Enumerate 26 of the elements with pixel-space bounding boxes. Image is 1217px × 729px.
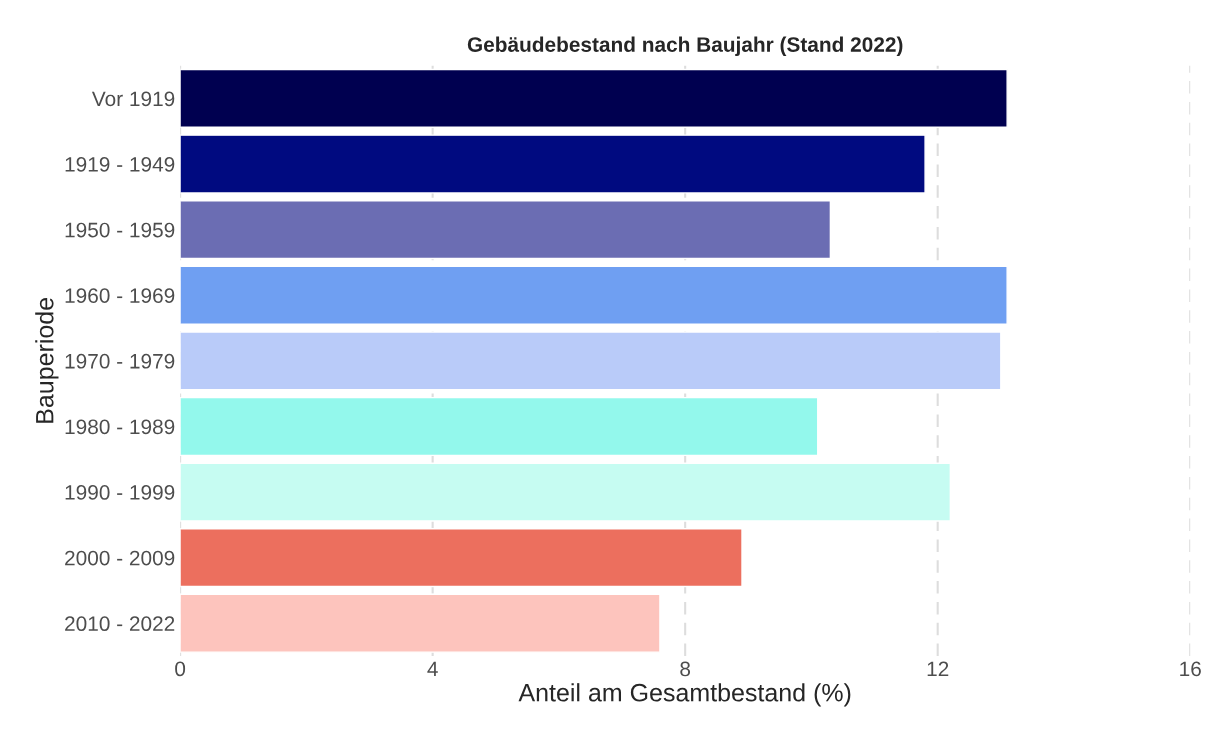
bar	[180, 593, 661, 653]
y-axis-title: Bauperiode	[35, 298, 59, 423]
bar	[180, 265, 1008, 325]
bar	[180, 462, 952, 522]
bar	[180, 396, 819, 457]
x-tick-label: 0	[175, 661, 186, 677]
chart-title: Gebäudebestand nach Baujahr (Stand 2022)	[467, 36, 903, 57]
x-axis-title: Anteil am Gesamtbestand (%)	[518, 683, 851, 707]
y-tick-label: 2010 - 2022	[65, 616, 175, 632]
y-tick-label: 2000 - 2009	[65, 550, 175, 566]
bar	[180, 200, 832, 260]
y-tick-label: 1960 - 1969	[65, 288, 175, 303]
x-tick-label: 8	[680, 661, 691, 677]
y-tick-label: 1919 - 1949	[65, 157, 175, 172]
y-tick-label: 1970 - 1979	[65, 353, 175, 369]
y-tick-label: 1950 - 1959	[65, 222, 175, 238]
bar	[180, 134, 926, 194]
bar	[180, 68, 1008, 128]
x-tick-label: 4	[427, 661, 438, 677]
x-tick-label: 16	[1180, 661, 1201, 677]
bar	[180, 528, 743, 588]
y-tick-label: 1980 - 1989	[65, 419, 175, 435]
x-tick-label: 12	[927, 661, 949, 677]
y-tick-label: 1990 - 1999	[65, 485, 175, 500]
y-tick-label: Vor 1919	[91, 91, 175, 107]
bar	[180, 331, 1002, 391]
